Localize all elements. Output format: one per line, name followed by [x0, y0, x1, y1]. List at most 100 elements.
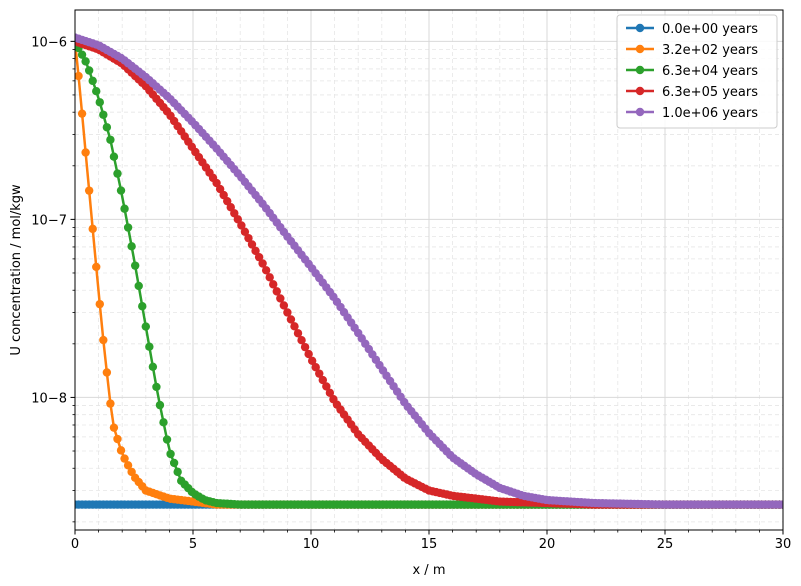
data-point: [130, 261, 140, 270]
x-tick-label: 25: [657, 537, 674, 552]
data-point: [106, 135, 115, 144]
data-point: [75, 71, 83, 81]
data-point: [92, 87, 101, 96]
data-point: [300, 342, 310, 352]
data-point: [251, 246, 260, 256]
data-point: [173, 467, 182, 477]
data-point: [162, 435, 172, 444]
x-tick-label: 15: [421, 537, 438, 552]
data-point: [318, 375, 327, 385]
y-tick-label: 10−6: [31, 35, 67, 50]
data-point: [307, 356, 317, 366]
data-point: [283, 308, 292, 317]
data-point: [219, 190, 228, 200]
data-point: [127, 242, 136, 251]
legend: 0.0e+00 years 3.2e+02 years 6.3e+04 years 6…: [616, 14, 778, 129]
data-point: [109, 423, 119, 432]
series-4: [75, 33, 783, 509]
data-point: [88, 76, 97, 86]
data-point: [237, 221, 246, 230]
y-tick-label: 10−8: [31, 391, 67, 406]
legend-marker: [635, 86, 645, 96]
data-point: [92, 262, 101, 272]
series-layer: [75, 33, 783, 509]
data-point: [77, 109, 87, 118]
data-point: [169, 458, 179, 468]
y-tick-label: 10−7: [31, 213, 67, 228]
x-tick-label: 30: [775, 537, 792, 552]
data-point: [123, 461, 133, 470]
legend-marker: [635, 65, 645, 75]
data-point: [322, 382, 331, 391]
data-point: [269, 280, 278, 289]
data-point: [230, 209, 239, 218]
data-point: [254, 252, 264, 262]
legend-label: 3.2e+02 years: [662, 43, 758, 58]
data-point: [261, 266, 271, 275]
data-point: [81, 57, 90, 66]
data-point: [106, 399, 115, 408]
data-point: [258, 259, 267, 268]
data-point: [138, 302, 147, 311]
data-point: [88, 224, 97, 234]
data-point: [276, 294, 285, 303]
data-point: [290, 322, 299, 331]
data-point: [81, 148, 90, 157]
data-point: [145, 342, 154, 351]
data-point: [159, 418, 168, 427]
data-point: [95, 299, 104, 309]
data-point: [102, 123, 112, 132]
x-tick-label: 5: [189, 537, 197, 552]
data-point: [244, 233, 253, 243]
data-point: [778, 500, 783, 509]
legend-marker: [635, 23, 645, 33]
x-tick-label: 0: [71, 537, 79, 552]
data-point: [84, 186, 94, 195]
data-point: [272, 287, 281, 296]
y-axis-label: U concentration / mol/kgw: [9, 184, 24, 356]
data-point: [155, 400, 165, 410]
data-point: [297, 336, 306, 345]
data-point: [116, 446, 126, 455]
data-point: [99, 110, 108, 119]
legend-label: 0.0e+00 years: [662, 22, 758, 37]
data-point: [240, 227, 250, 236]
data-point: [152, 382, 161, 392]
data-point: [113, 434, 122, 444]
data-point: [293, 329, 303, 338]
legend-label: 1.0e+06 years: [662, 106, 758, 121]
legend-marker: [635, 44, 645, 54]
data-point: [311, 363, 320, 372]
data-point: [233, 215, 243, 224]
data-point: [99, 335, 108, 345]
data-point: [134, 281, 143, 291]
data-point: [116, 186, 126, 195]
data-point: [77, 50, 87, 59]
legend-label: 6.3e+04 years: [662, 64, 758, 79]
x-tick-label: 10: [303, 537, 320, 552]
data-point: [304, 349, 313, 359]
data-point: [265, 273, 274, 282]
data-point: [95, 98, 104, 107]
legend-marker: [635, 107, 645, 117]
data-point: [223, 196, 232, 206]
legend-box: [616, 14, 778, 129]
data-point: [141, 322, 150, 331]
data-point: [166, 449, 175, 459]
data-point: [148, 362, 158, 372]
data-point: [102, 368, 112, 377]
data-point: [286, 315, 296, 324]
axis-ticks: 0 5 10 15 20 25 30 10−8 10−7 10−6: [31, 35, 791, 552]
data-point: [109, 152, 119, 161]
data-point: [113, 169, 122, 178]
x-axis-label: x / m: [412, 563, 445, 578]
data-point: [279, 301, 289, 310]
data-point: [315, 369, 324, 378]
x-tick-label: 20: [539, 537, 556, 552]
data-point: [120, 204, 129, 213]
data-point: [120, 454, 129, 463]
data-point: [325, 388, 335, 398]
data-point: [212, 178, 221, 188]
data-point: [123, 223, 133, 232]
